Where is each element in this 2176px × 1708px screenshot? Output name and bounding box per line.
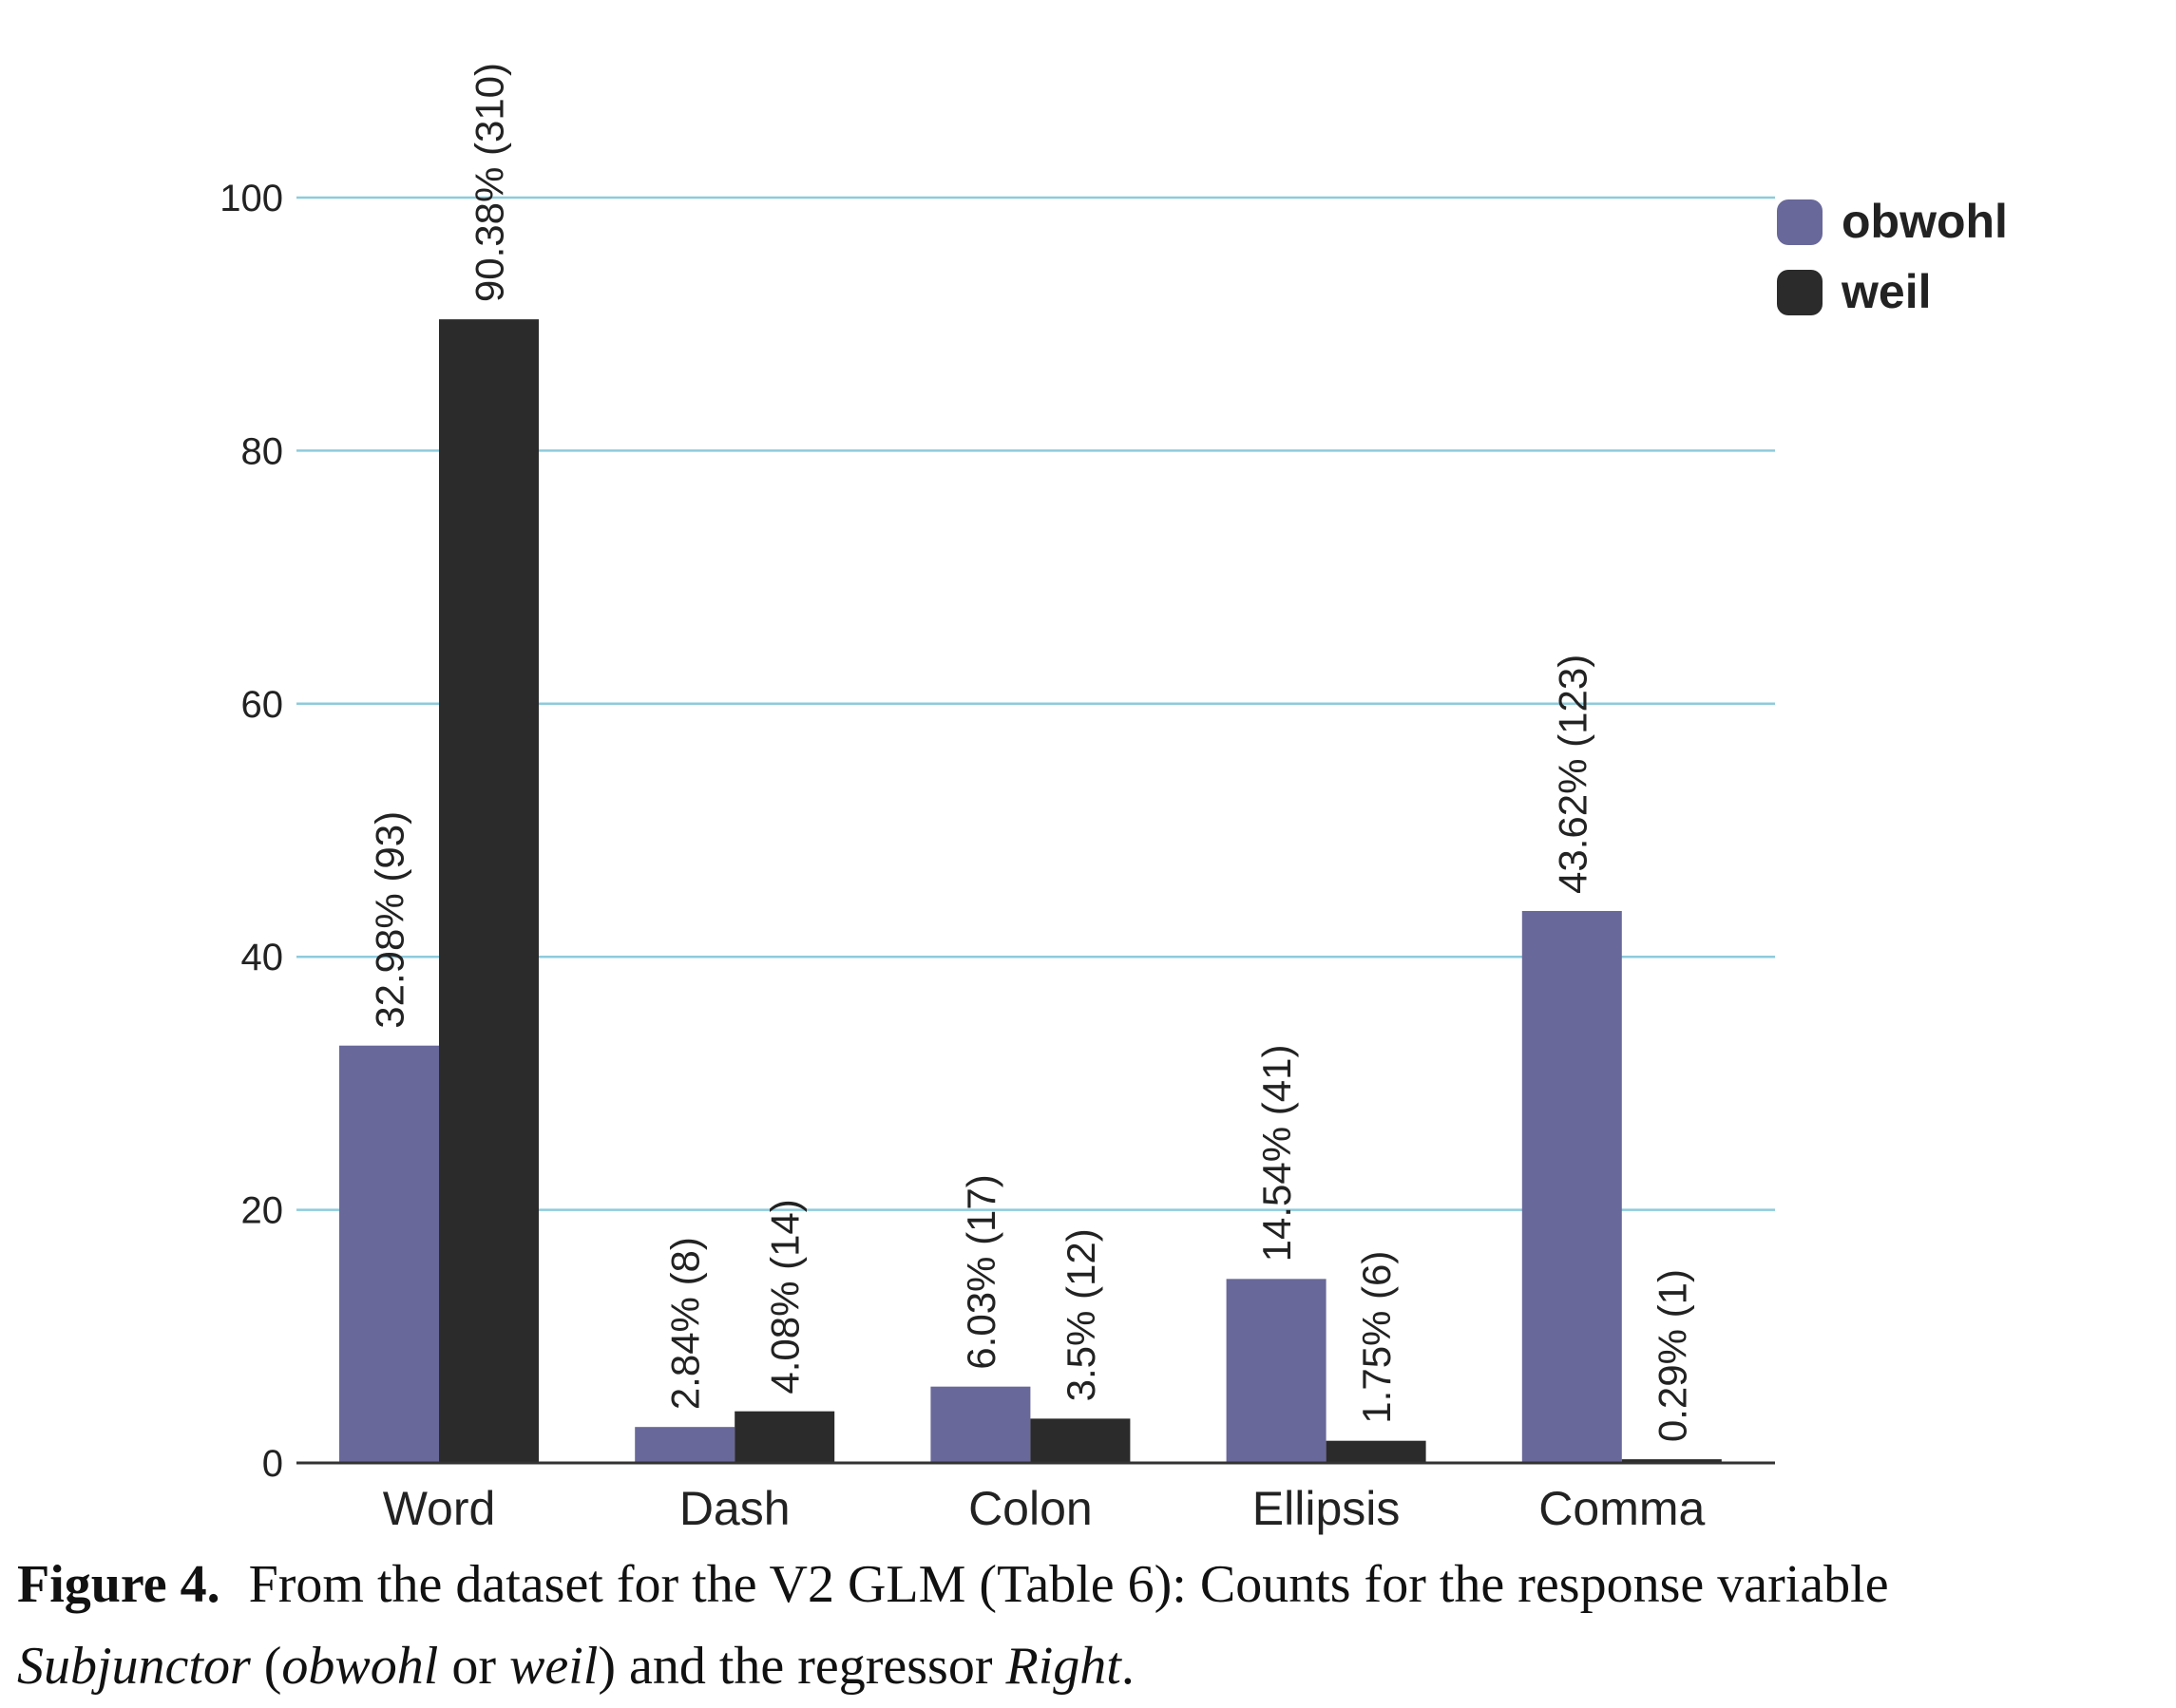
caption-obwohl: obwohl [281,1637,439,1696]
bar-obwohl-dash [635,1427,735,1463]
legend: obwohl weil [1777,195,2008,318]
caption-text-3: or [438,1637,509,1696]
data-label-obwohl-colon: 6.03% (17) [959,1174,1003,1369]
bar-weil-dash [735,1411,835,1463]
bar-weil-word [439,319,539,1463]
x-category-word: Word [383,1482,496,1535]
y-tick-40: 40 [241,937,284,978]
x-axis-categories: Word Dash Colon Ellipsis Comma [383,1482,1706,1535]
caption-right: Right [1005,1637,1121,1696]
data-label-weil-colon: 3.5% (12) [1059,1228,1103,1401]
data-label-weil-dash: 4.08% (14) [763,1199,808,1394]
bar-weil-colon [1030,1418,1131,1463]
legend-label-weil: weil [1841,265,1931,318]
data-label-obwohl-comma: 43.62% (123) [1550,655,1594,894]
bar-obwohl-comma [1521,910,1622,1463]
figure-caption: Figure 4. From the dataset for the V2 GLM… [17,1544,2165,1707]
data-label-obwohl-ellipsis: 14.54% (41) [1254,1045,1299,1262]
data-labels: 32.98% (93) 90.38% (310) 2.84% (8) 4.08% (1… [368,63,1695,1442]
caption-subjunctor: Subjunctor [17,1637,251,1696]
data-label-weil-comma: 0.29% (1) [1650,1269,1694,1442]
y-tick-0: 0 [262,1443,283,1485]
y-tick-20: 20 [241,1190,284,1232]
bar-obwohl-word [339,1045,439,1463]
bar-obwohl-colon [930,1386,1031,1463]
bar-obwohl-ellipsis [1226,1279,1327,1463]
x-category-colon: Colon [968,1482,1093,1535]
caption-weil: weil [509,1637,599,1696]
bar-weil-ellipsis [1326,1440,1426,1463]
caption-text: From the dataset for the V2 GLM (Table 6… [248,1555,1889,1614]
data-label-weil-word: 90.38% (310) [468,63,512,302]
data-label-obwohl-word: 32.98% (93) [368,811,412,1029]
bar-chart: 0 20 40 60 80 100 32.98% (93) 90.38% (310) 2.84… [220,63,2008,1535]
y-tick-60: 60 [241,684,284,726]
x-category-comma: Comma [1538,1482,1705,1535]
data-label-weil-ellipsis: 1.75% (6) [1354,1251,1399,1424]
y-tick-80: 80 [241,430,284,472]
y-axis-ticks: 0 20 40 60 80 100 [220,178,283,1485]
legend-swatch-weil [1777,270,1823,315]
legend-label-obwohl: obwohl [1842,195,2008,248]
bar-weil-comma [1621,1459,1722,1463]
caption-text-5: . [1120,1637,1135,1696]
x-category-ellipsis: Ellipsis [1252,1482,1401,1535]
x-category-dash: Dash [679,1482,791,1535]
caption-text-2: ( [250,1637,282,1696]
legend-swatch-obwohl [1777,199,1823,245]
caption-label: Figure 4. [17,1555,220,1614]
y-tick-100: 100 [220,178,283,219]
caption-text-4: ) and the regressor [598,1637,1006,1696]
bars [339,319,1722,1463]
data-label-obwohl-dash: 2.84% (8) [663,1237,708,1410]
